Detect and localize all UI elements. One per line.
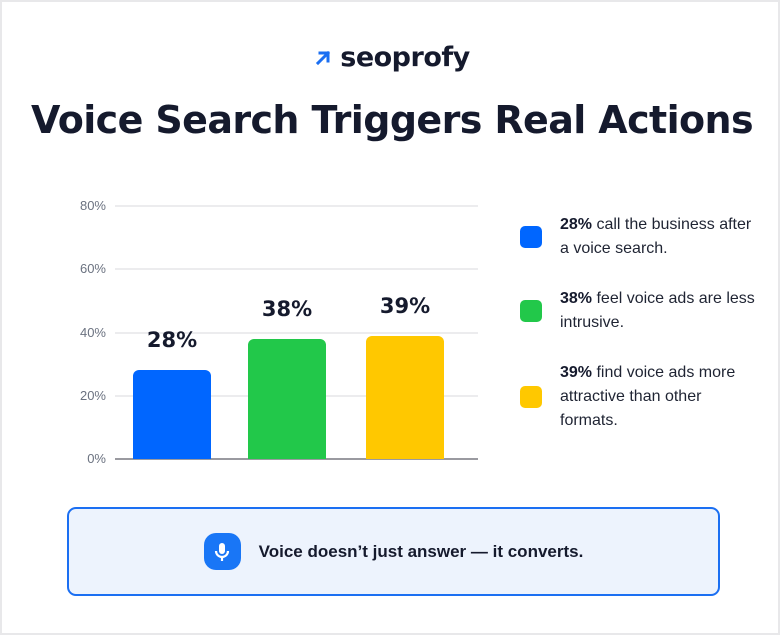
y-axis-tick-label: 0% [87,451,106,466]
legend-item: 38% feel voice ads are less intrusive. [520,287,760,335]
callout-text: Voice doesn’t just answer — it converts. [258,541,584,561]
legend-item: 39% find voice ads more attractive than … [520,361,760,433]
bar [133,370,211,459]
bar [248,338,326,459]
gridline [115,205,478,207]
brand-logo: seoprofy [2,42,780,73]
y-axis-tick-label: 20% [79,387,106,403]
y-axis-tick-label: 60% [79,261,106,277]
legend-text: 28% call the business after a voice sear… [560,216,752,257]
callout-banner: Voice doesn’t just answer — it converts. [67,507,720,596]
gridline [115,268,478,271]
arrow-up-right-icon [316,50,331,65]
legend-text: 39% find voice ads more attractive than … [560,364,736,429]
bar [366,335,444,459]
gridline [115,331,478,334]
legend-item: 28% call the business after a voice sear… [520,213,760,261]
gridline [115,458,478,460]
brand-name: seoprofy [340,42,470,73]
bar-value-label: 28% [146,328,198,353]
y-axis-tick-label: 80% [79,198,106,213]
legend-swatch [520,300,542,322]
bar-chart: 0% 20% 40% 60% 80% 28% 38% 39% [62,192,492,482]
legend-swatch [520,386,542,408]
bar-value-label: 38% [261,296,313,321]
microphone-icon [203,533,241,570]
y-axis-tick-label: 40% [79,324,106,340]
legend-text: 38% feel voice ads are less intrusive. [560,290,755,331]
legend-swatch [520,226,542,248]
bar-value-label: 39% [379,293,431,318]
page-title: Voice Search Triggers Real Actions [30,98,754,142]
